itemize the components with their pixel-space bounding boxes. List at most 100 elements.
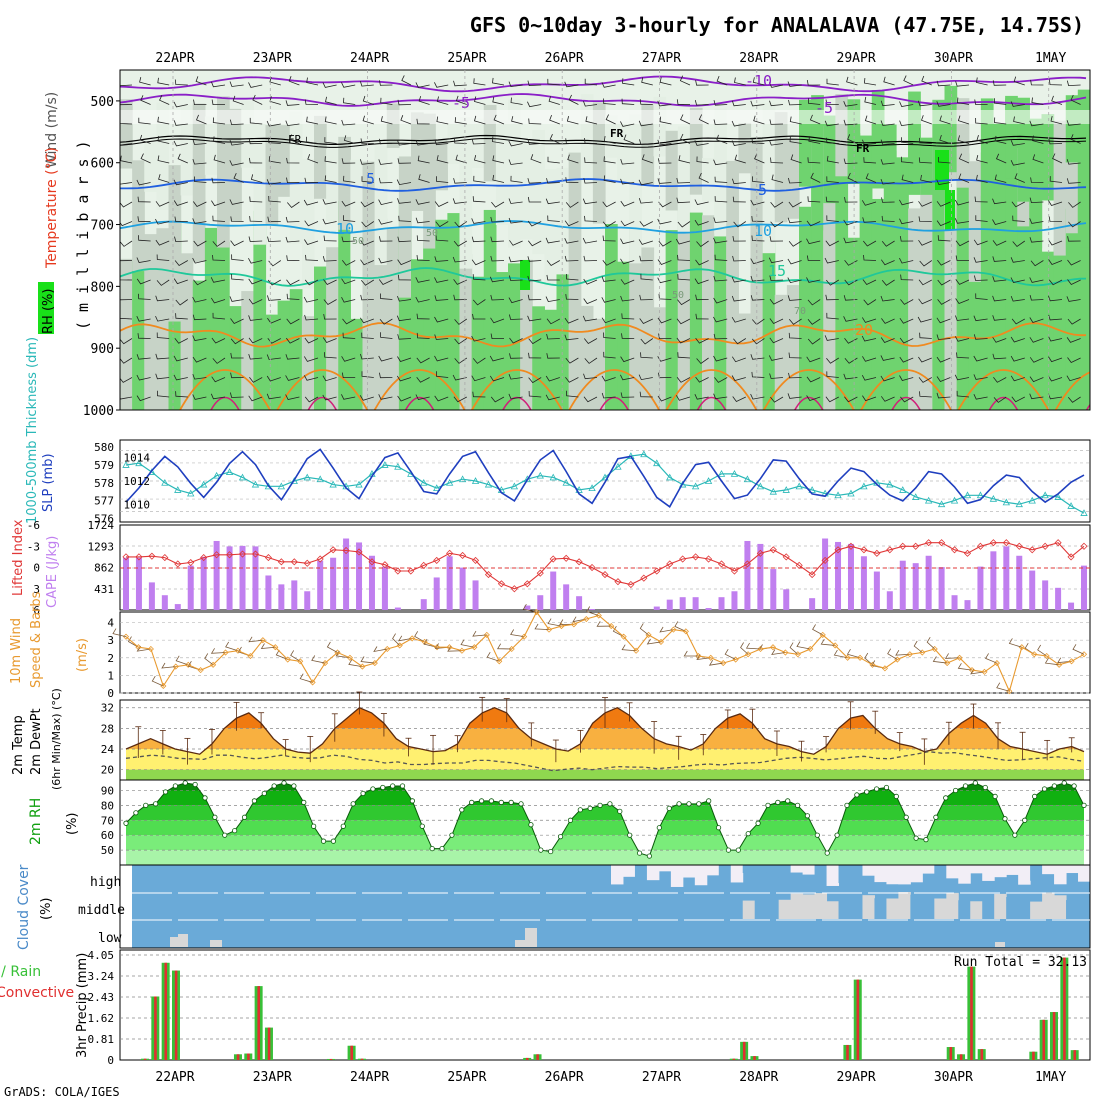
contour-label-p5a: 5	[366, 170, 375, 188]
wind-barb	[415, 82, 430, 88]
temp-band	[126, 749, 1084, 770]
wind-barb	[973, 374, 988, 380]
cape-bar	[977, 566, 984, 610]
rh-marker	[725, 847, 732, 853]
rh-marker	[153, 801, 159, 807]
cape-bar	[446, 556, 453, 610]
thickness-marker	[679, 480, 687, 488]
wind-barb	[250, 174, 263, 183]
wind-barb	[1012, 240, 1026, 248]
rh-column	[520, 144, 533, 240]
wind-barb	[415, 394, 430, 400]
slp-tick-label: 1014	[124, 452, 151, 465]
wind-barb	[973, 257, 988, 263]
wind-barb	[473, 78, 486, 86]
wind-barb	[194, 176, 207, 183]
wind-barb	[1066, 296, 1081, 302]
cape-bar	[563, 584, 570, 610]
surface-wind-barb	[724, 648, 736, 660]
surface-wind-barb	[299, 673, 313, 683]
thickness-marker	[161, 478, 169, 486]
li-marker	[1015, 542, 1023, 550]
rh-band	[167, 783, 1077, 791]
wind-barb	[713, 316, 728, 323]
rh-column	[229, 108, 242, 222]
wind-barb	[266, 375, 281, 382]
wind-barb	[155, 315, 170, 322]
precip-conv-bar	[164, 962, 168, 1060]
wind-barb	[1048, 138, 1063, 145]
wind-barb	[509, 353, 523, 359]
wind-barb	[640, 273, 653, 281]
wind-barb	[304, 99, 319, 105]
wind-barb	[788, 318, 802, 325]
wind-barb	[641, 154, 653, 164]
thickness-marker	[912, 493, 920, 500]
rh-column	[823, 230, 836, 410]
rh-marker	[785, 798, 791, 804]
wind-barb	[545, 394, 560, 401]
wind-barb	[900, 396, 914, 403]
cape-bar	[304, 591, 311, 610]
wind-barb	[136, 374, 151, 381]
li-marker	[873, 549, 881, 557]
wind-barb	[993, 396, 1007, 403]
thickness-marker	[303, 473, 311, 481]
wind-barb	[174, 216, 188, 223]
cape-bar	[550, 571, 557, 610]
wind-barb	[398, 215, 412, 222]
rh-marker	[162, 789, 169, 795]
cloud-high-cell	[1006, 865, 1019, 875]
wind-barb	[288, 76, 300, 86]
wind-barb	[844, 279, 858, 286]
li-marker	[756, 549, 764, 557]
wind-barb	[865, 173, 877, 183]
wind-barb	[397, 158, 412, 164]
wind-barb	[620, 200, 635, 207]
li-marker	[510, 585, 518, 593]
li-marker	[925, 539, 933, 547]
wind-barb	[936, 392, 951, 399]
cape-bar	[200, 556, 207, 610]
wind-barb	[973, 394, 988, 400]
wind-barb	[360, 201, 374, 208]
wind-barb	[416, 376, 430, 383]
wind-barb	[956, 352, 970, 359]
bottom-date-label: 24APR	[350, 1070, 389, 1085]
wind-barb	[157, 390, 170, 398]
wind-barb	[454, 221, 468, 228]
rh-column	[459, 254, 473, 410]
top-date-label: 25APR	[447, 51, 486, 66]
wind-barb	[862, 240, 877, 247]
wind-barb	[826, 176, 839, 183]
wind-barb	[698, 172, 709, 183]
wind-barb	[939, 134, 951, 144]
contour-label-m5b: -5	[815, 99, 833, 117]
li-marker	[821, 556, 829, 564]
wind-barb	[1029, 294, 1044, 301]
wind-barb	[1013, 76, 1025, 86]
li-tick-label: -6	[27, 519, 40, 532]
cloud-high-cell	[1078, 865, 1091, 882]
temperature-contours	[120, 75, 1090, 410]
rh-column	[180, 105, 194, 196]
wind-barb	[639, 139, 653, 145]
li-marker	[264, 554, 272, 562]
li-tick-label: 3	[33, 583, 40, 596]
wind-barb	[489, 355, 505, 362]
li-marker	[471, 556, 480, 564]
wind-marker	[670, 626, 677, 633]
wind-barb	[268, 156, 281, 164]
rh-marker	[281, 780, 287, 786]
wind-barb	[640, 338, 654, 345]
wind-barb	[266, 179, 281, 185]
wind-barb	[954, 374, 970, 381]
rh-column	[629, 114, 642, 264]
rh-column	[702, 158, 715, 202]
cloud-high-cell	[646, 865, 660, 881]
wind-barb	[341, 394, 356, 400]
wind-barb	[605, 114, 616, 125]
rh-marker	[735, 847, 741, 853]
wind-barb	[397, 259, 412, 266]
wind-barb	[993, 98, 1007, 105]
